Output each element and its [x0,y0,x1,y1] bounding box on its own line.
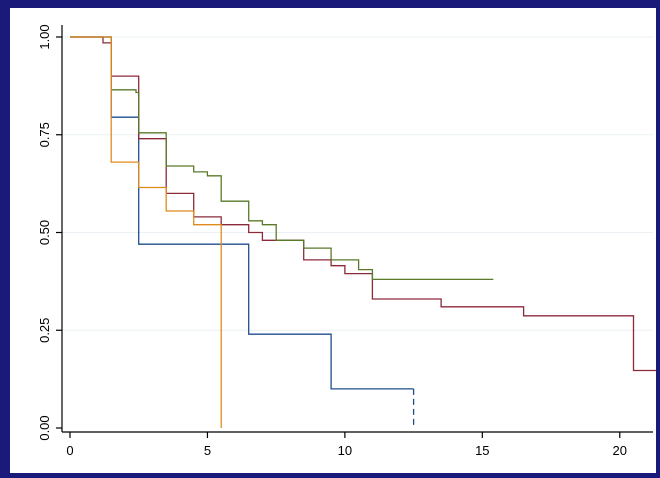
km-survival-chart: 0.00 0.25 0.50 0.75 1.00 0 5 10 15 20 [37,24,656,458]
axes [56,25,653,438]
y-tick-label-1: 0.25 [37,318,52,343]
y-tick-label-2: 0.50 [37,220,52,245]
y-tick-label-4: 1.00 [37,24,52,49]
y-tick-label-0: 0.00 [37,415,52,440]
x-tick-label-4: 20 [613,443,627,458]
survival-curve-2 [70,36,656,372]
x-tick-label-0: 0 [66,443,73,458]
chart-frame: 0.00 0.25 0.50 0.75 1.00 0 5 10 15 20 [10,8,656,473]
gridlines [62,36,653,331]
x-tick-label-3: 15 [475,443,489,458]
survival-curve-3 [70,36,494,281]
tick-labels: 0.00 0.25 0.50 0.75 1.00 0 5 10 15 20 [37,24,627,458]
series-layer [70,36,656,428]
y-tick-label-3: 0.75 [37,122,52,147]
survival-curve-4 [70,36,222,428]
x-tick-label-2: 10 [338,443,352,458]
x-tick-label-1: 5 [204,443,211,458]
